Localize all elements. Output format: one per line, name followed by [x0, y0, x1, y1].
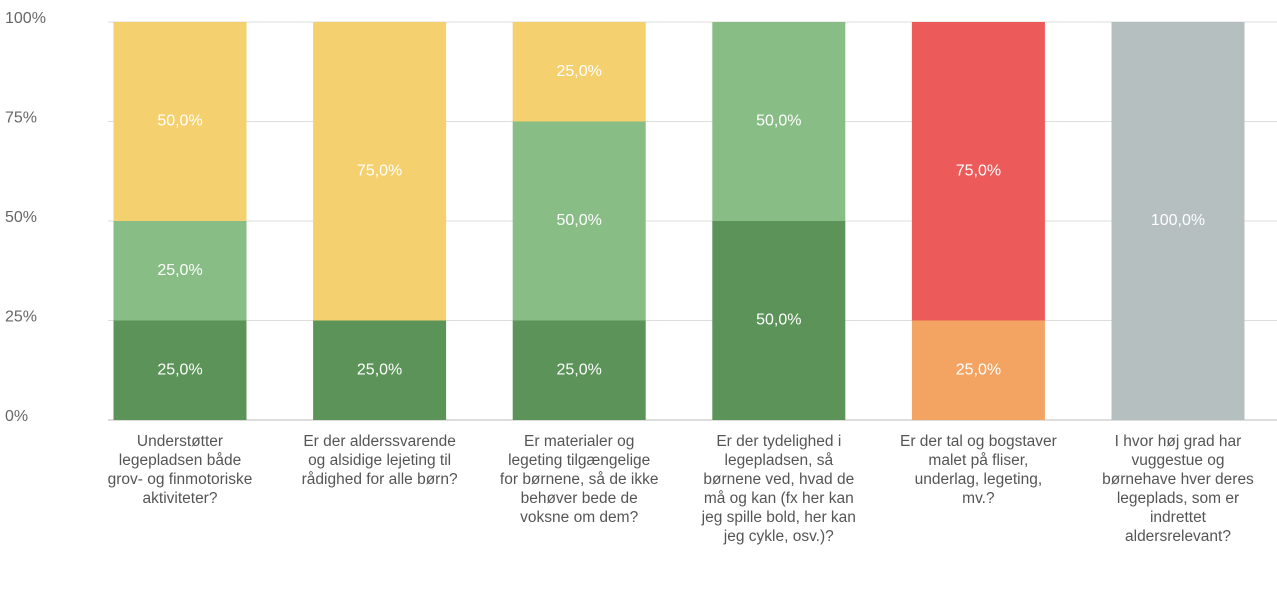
bar-segment [512, 121, 646, 321]
x-tick-label: Er der tal og bogstaver malet på fliser,… [899, 433, 1057, 507]
bar-segment [712, 221, 846, 420]
value-label: 25,0% [357, 361, 402, 378]
bar-segment [113, 221, 247, 321]
x-tick-label: I hvor høj grad har vuggestue og børneha… [1102, 433, 1254, 545]
y-tick-label: 50% [5, 209, 37, 226]
value-label: 50,0% [557, 212, 602, 229]
bar-segment [911, 22, 1045, 321]
bar-segment [512, 22, 646, 122]
value-label: 50,0% [756, 113, 801, 130]
x-tick-label: Er der alderssvarende og alsidige lejeti… [301, 433, 458, 488]
bar-segment [911, 320, 1045, 420]
value-label: 25,0% [956, 361, 1001, 378]
bar-segment [712, 22, 846, 221]
bar-segment [313, 22, 447, 321]
bar-segment [512, 320, 646, 420]
bar-segment [113, 22, 247, 221]
y-tick-label: 0% [5, 408, 28, 425]
value-label: 75,0% [357, 162, 402, 179]
value-label: 25,0% [557, 361, 602, 378]
value-label: 25,0% [157, 262, 202, 279]
x-tick-label: Understøtter legepladsen både grov- og f… [107, 433, 253, 507]
value-label: 25,0% [557, 63, 602, 80]
value-label: 25,0% [157, 361, 202, 378]
y-tick-label: 75% [5, 110, 37, 127]
x-tick-label: Er der tydelighed i legepladsen, så børn… [701, 433, 856, 545]
y-tick-label: 25% [5, 309, 37, 326]
value-label: 75,0% [956, 162, 1001, 179]
bar-segment [313, 320, 447, 420]
value-label: 50,0% [756, 312, 801, 329]
bar-segment [113, 320, 247, 420]
x-tick-label: Er materialer og legeting tilgængelige f… [499, 433, 659, 526]
bar-segment [1111, 22, 1245, 420]
value-label: 100,0% [1151, 212, 1205, 229]
y-tick-label: 100% [5, 10, 46, 27]
value-label: 50,0% [157, 113, 202, 130]
